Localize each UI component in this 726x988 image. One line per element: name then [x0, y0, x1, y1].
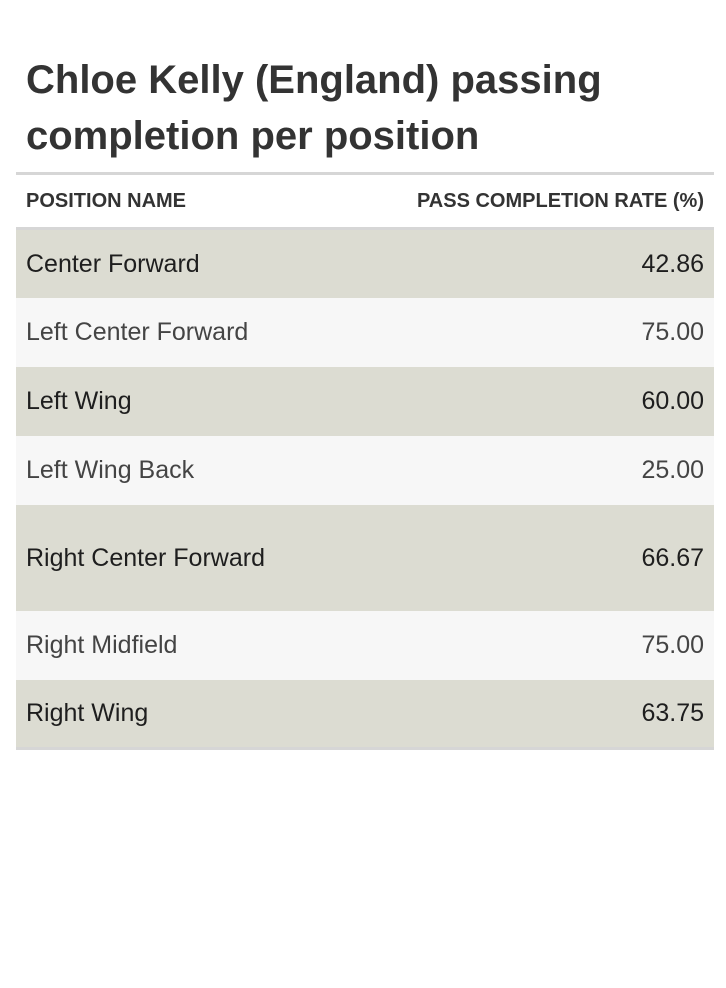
position-cell: Left Center Forward	[26, 318, 249, 346]
rate-cell: 75.00	[641, 318, 704, 346]
rate-cell: 66.67	[641, 543, 704, 572]
position-cell: Left Wing	[26, 387, 132, 415]
table-row: Left Wing Back 25.00	[16, 435, 714, 505]
rate-cell: 42.86	[641, 249, 704, 278]
rate-cell: 60.00	[641, 387, 704, 415]
table-row: Left Wing 60.00	[16, 366, 714, 436]
column-header-rate: PASS COMPLETION RATE (%)	[336, 173, 714, 230]
rate-cell: 63.75	[641, 699, 704, 728]
rate-cell: 25.00	[641, 456, 704, 484]
position-cell: Right Wing	[26, 699, 149, 728]
table-title: Chloe Kelly (England) passing completion…	[26, 58, 602, 158]
passing-table: POSITION NAME PASS COMPLETION RATE (%) C…	[16, 172, 714, 750]
table-row: Left Center Forward 75.00	[16, 297, 714, 367]
table-row: Right Midfield 75.00	[16, 610, 714, 680]
position-cell: Left Wing Back	[26, 456, 195, 484]
position-cell: Right Center Forward	[26, 543, 265, 572]
table-row: Right Wing 63.75	[16, 679, 714, 749]
table-row: Right Center Forward 66.67	[16, 504, 714, 611]
table-row: Center Forward 42.86	[16, 228, 714, 298]
header-row: POSITION NAME PASS COMPLETION RATE (%)	[16, 173, 714, 230]
rate-cell: 75.00	[641, 631, 704, 659]
column-header-position: POSITION NAME	[16, 173, 336, 230]
position-cell: Center Forward	[26, 249, 200, 278]
table-container: Chloe Kelly (England) passing completion…	[16, 52, 714, 750]
position-cell: Right Midfield	[26, 631, 178, 659]
